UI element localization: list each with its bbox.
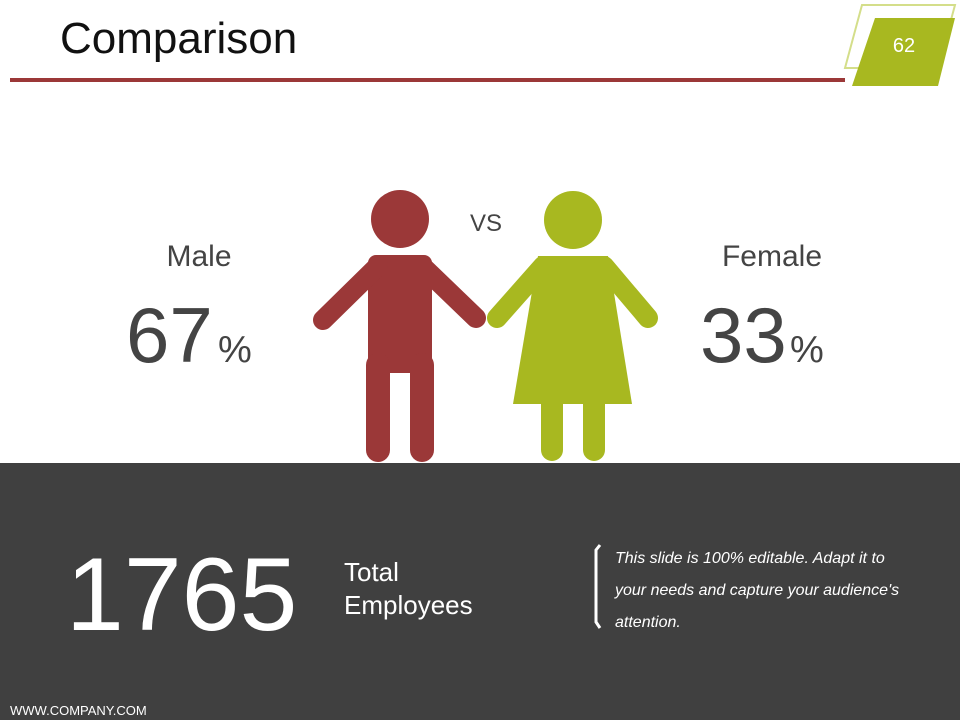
slide-title: Comparison [60,14,297,63]
total-label: Total Employees [344,557,473,620]
bottom-band [0,463,960,720]
male-label: Male [166,240,231,273]
page-number: 62 [893,35,915,57]
note-bracket [594,544,602,629]
male-figure [313,190,486,462]
male-unit: % [218,329,252,371]
vs-label: VS [470,210,502,237]
male-value: 67 [126,291,213,379]
page-badge [852,18,955,86]
female-unit: % [790,329,824,371]
female-value: 33 [700,291,787,379]
website: WWW.COMPANY.COM [10,703,147,718]
note: This slide is 100% editable. Adapt it to… [615,550,900,631]
female-figure [487,191,658,461]
female-label: Female [722,240,822,273]
total-value: 1765 [66,537,297,653]
